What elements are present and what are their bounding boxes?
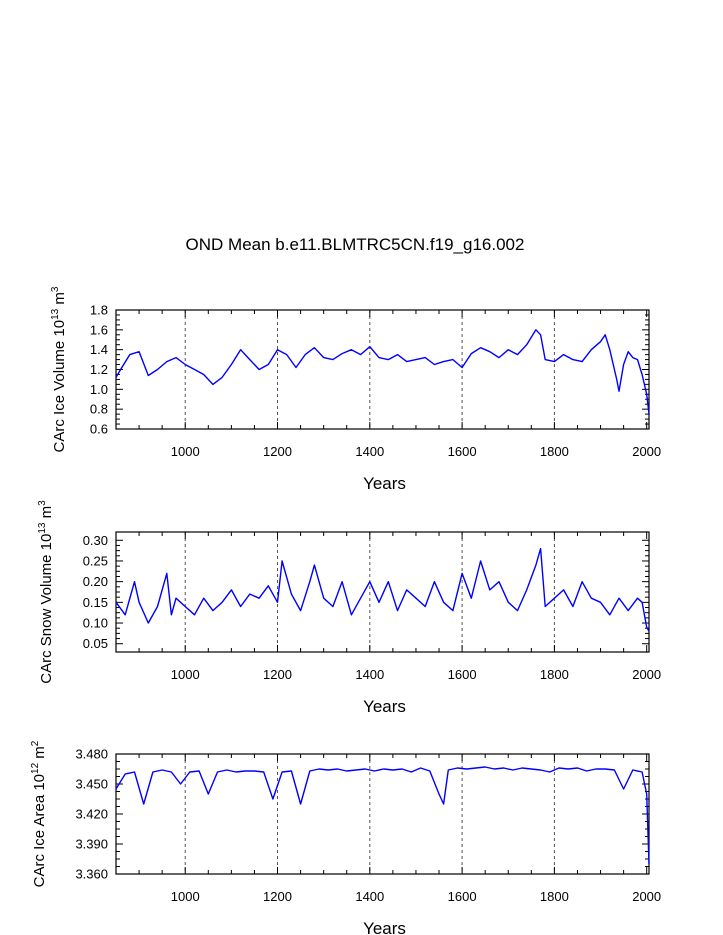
y-label-text: CArc Ice Area 10: [31, 774, 48, 887]
x-tick-label: 1200: [263, 444, 292, 459]
y-label-text: m: [38, 506, 55, 523]
x-tick-label: 2000: [632, 667, 661, 682]
y-tick-label: 3.360: [75, 867, 108, 882]
y-label-text: m: [31, 746, 48, 763]
snow-volume-series-line: [115, 547, 650, 632]
x-tick-label: 1400: [355, 444, 384, 459]
x-tick-label: 1000: [171, 667, 200, 682]
y-label-exponent: 2: [30, 740, 41, 746]
y-tick-label: 0.05: [83, 636, 108, 651]
y-tick-label: 1.4: [90, 342, 108, 357]
ice-volume-series-line: [115, 329, 650, 415]
ice-volume-panel: 1000 1200 1400 1600 1800 2000 0.6 0.8 1.0 1.2 1.4 1…: [50, 286, 661, 493]
y-axis-label: CArc Ice Volume 1013 m3: [50, 286, 68, 452]
y-tick-label: 0.6: [90, 422, 108, 437]
x-tick-label: 1400: [355, 667, 384, 682]
x-axis-label: Years: [363, 474, 406, 493]
y-tick-label: 3.450: [75, 777, 108, 792]
y-label-exponent: 13: [37, 522, 48, 534]
x-tick-label: 1000: [171, 889, 200, 904]
plot-frame: [115, 531, 650, 653]
y-label-text: m: [51, 292, 68, 309]
y-label-exponent: 3: [50, 286, 61, 292]
x-axis-label: Years: [363, 919, 406, 935]
y-tick-label: 0.30: [83, 533, 108, 548]
x-tick-label: 1200: [263, 889, 292, 904]
y-tick-label: 0.25: [83, 553, 108, 568]
y-tick-label: 1.2: [90, 362, 108, 377]
y-tick-label: 0.10: [83, 616, 108, 631]
ice-area-series-line: [115, 766, 650, 865]
y-tick-label: 3.480: [75, 747, 108, 762]
x-tick-label: 1600: [448, 444, 477, 459]
y-label-exponent: 13: [50, 308, 61, 320]
x-tick-label: 2000: [632, 444, 661, 459]
snow-volume-panel: 1000 1200 1400 1600 1800 2000 0.05 0.10 0.15 0.20…: [37, 500, 661, 716]
ice-area-panel: 1000 1200 1400 1600 1800 2000 3.360 3.390 3.420 3…: [30, 740, 661, 935]
x-tick-label: 1200: [263, 667, 292, 682]
x-tick-label: 1400: [355, 889, 384, 904]
y-label-exponent: 12: [30, 762, 41, 774]
y-label-exponent: 3: [37, 500, 48, 506]
y-label-text: CArc Snow Volume 10: [38, 534, 55, 684]
chart-title: OND Mean b.e11.BLMTRC5CN.f19_g16.002: [186, 235, 525, 254]
y-axis-label: CArc Snow Volume 1013 m3: [37, 500, 55, 684]
x-tick-label: 1800: [540, 667, 569, 682]
x-tick-label: 1800: [540, 889, 569, 904]
y-tick-label: 0.20: [83, 574, 108, 589]
panels: 1000 1200 1400 1600 1800 2000 0.6 0.8 1.0 1.2 1.4 1…: [30, 286, 661, 935]
x-tick-label: 1000: [171, 444, 200, 459]
x-tick-label: 1600: [448, 889, 477, 904]
y-label-text: CArc Ice Volume 10: [51, 320, 68, 453]
y-tick-label: 1.0: [90, 382, 108, 397]
y-tick-label: 3.390: [75, 837, 108, 852]
x-axis-label: Years: [363, 697, 406, 716]
y-tick-label: 1.8: [90, 303, 108, 318]
x-tick-label: 2000: [632, 889, 661, 904]
y-axis-label: CArc Ice Area 1012 m2: [30, 740, 48, 887]
y-tick-label: 0.15: [83, 595, 108, 610]
x-tick-label: 1600: [448, 667, 477, 682]
y-tick-label: 1.6: [90, 322, 108, 337]
x-tick-label: 1800: [540, 444, 569, 459]
y-tick-label: 0.8: [90, 402, 108, 417]
y-tick-label: 3.420: [75, 807, 108, 822]
